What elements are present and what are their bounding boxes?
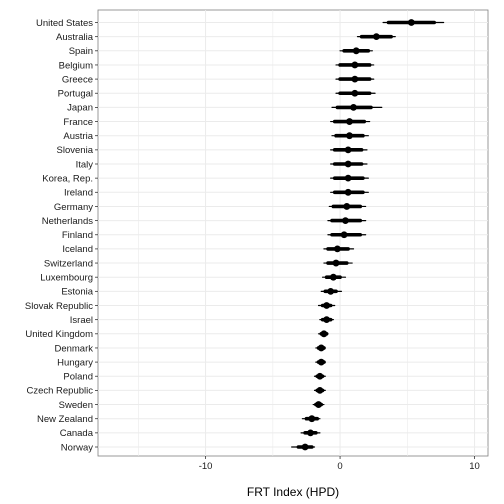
y-tick-label: Belgium xyxy=(59,60,93,71)
y-tick-label: Austria xyxy=(63,131,93,142)
point-estimate xyxy=(323,302,331,309)
point-estimate xyxy=(323,316,331,324)
y-tick-label: Czech Republic xyxy=(26,386,93,397)
point-estimate xyxy=(346,132,353,140)
point-estimate xyxy=(344,174,352,182)
point-estimate xyxy=(327,287,335,295)
y-tick-label: Switzerland xyxy=(44,258,93,269)
point-estimate xyxy=(350,104,357,111)
x-tick-labels: -10 0 10 xyxy=(199,456,480,472)
y-tick-label: United States xyxy=(36,18,93,29)
point-estimate xyxy=(342,217,349,225)
y-tick-label: Denmark xyxy=(54,343,93,354)
point-estimate xyxy=(315,401,322,408)
grid-lines xyxy=(98,10,488,456)
y-tick-label: Netherlands xyxy=(42,216,93,227)
y-tick-label: Luxembourg xyxy=(40,273,93,284)
point-estimate xyxy=(317,358,325,366)
point-estimate xyxy=(344,146,352,154)
y-tick-label: Estonia xyxy=(61,287,93,298)
y-tick-label: Australia xyxy=(56,32,94,43)
point-estimate xyxy=(343,203,351,210)
y-tick-label: Finland xyxy=(62,230,93,241)
point-estimate xyxy=(329,273,337,281)
point-estimate xyxy=(316,387,324,394)
point-estimate xyxy=(351,61,359,69)
point-estimate xyxy=(351,89,359,97)
y-tick-label: Canada xyxy=(60,428,94,439)
point-estimate xyxy=(317,344,325,352)
point-estimate xyxy=(308,415,316,423)
x-tick-label: -10 xyxy=(199,461,213,472)
y-tick-label: Poland xyxy=(63,372,93,383)
point-estimate xyxy=(307,429,314,437)
y-tick-label: Italy xyxy=(76,159,94,170)
x-tick-label: 10 xyxy=(469,461,480,472)
y-tick-label: Iceland xyxy=(62,244,93,255)
point-estimate xyxy=(333,245,341,253)
plot-panel xyxy=(97,9,489,457)
point-estimate xyxy=(320,330,328,338)
y-tick-label: Spain xyxy=(69,46,93,57)
point-estimate xyxy=(340,231,348,239)
y-tick-label: Greece xyxy=(62,74,93,85)
y-tick-labels: United States Australia Spain Belgium Greece… xyxy=(25,18,98,453)
y-tick-label: Slovenia xyxy=(57,145,94,156)
y-tick-label: Slovak Republic xyxy=(25,301,93,312)
point-estimate xyxy=(346,118,353,125)
y-tick-label: Norway xyxy=(61,442,93,453)
point-estimate xyxy=(407,19,415,26)
point-estimate xyxy=(301,443,309,451)
y-tick-label: Israel xyxy=(70,315,93,326)
point-estimate xyxy=(344,188,352,196)
y-tick-label: Germany xyxy=(54,202,93,213)
y-tick-label: Sweden xyxy=(59,400,93,411)
y-tick-label: France xyxy=(63,117,93,128)
y-tick-label: Korea, Rep. xyxy=(42,173,93,184)
point-estimate xyxy=(316,372,324,380)
y-tick-label: New Zealand xyxy=(37,414,93,425)
y-tick-label: Ireland xyxy=(64,188,93,199)
y-tick-label: Portugal xyxy=(58,89,93,100)
point-estimate xyxy=(372,33,380,41)
y-tick-label: United Kingdom xyxy=(25,329,93,340)
point-estimate xyxy=(344,160,352,168)
x-axis-title: FRT Index (HPD) xyxy=(247,485,339,499)
x-tick-label: 0 xyxy=(337,461,342,472)
y-tick-label: Hungary xyxy=(57,357,93,368)
point-estimate xyxy=(352,47,360,55)
data-marks xyxy=(291,19,445,451)
point-estimate xyxy=(332,259,340,267)
y-tick-label: Japan xyxy=(67,103,93,114)
point-estimate xyxy=(351,75,359,83)
